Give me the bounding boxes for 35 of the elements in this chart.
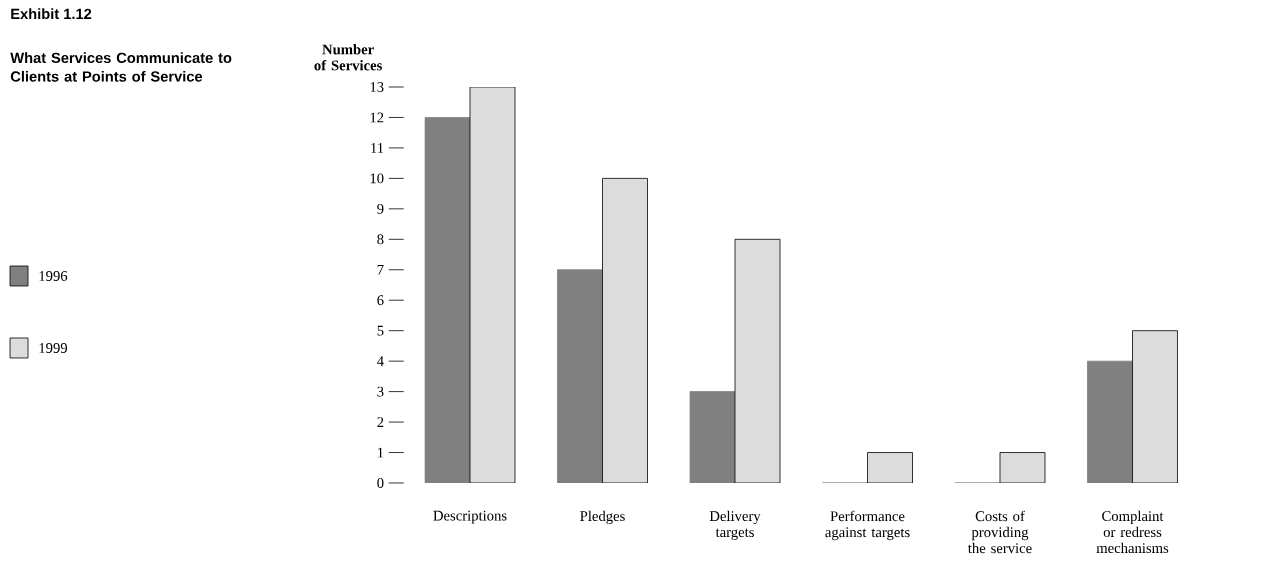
x-tick-label: Delivery targets: [709, 510, 761, 541]
text: Exhibit 1.12: [11, 8, 92, 20]
y-tick-label: 5: [377, 325, 384, 336]
y-tick-label: 8: [377, 234, 384, 245]
text: What Services Communicate to Clients at Points of Service: [10, 52, 232, 82]
x-tick-label: Complaint or redress mechanisms: [1096, 510, 1169, 554]
y-axis-title: Number of Services: [314, 44, 382, 71]
y-tick-label: 12: [370, 112, 384, 123]
y-tick-label: 10: [370, 173, 384, 184]
bar: [867, 452, 913, 483]
bar: [1132, 330, 1178, 483]
y-tick-label: 9: [377, 203, 384, 214]
legend-label: 1999: [39, 343, 68, 353]
bar: [424, 117, 471, 483]
bar: [557, 269, 603, 483]
y-tick-label: 7: [377, 264, 384, 275]
y-tick-label: 1: [378, 447, 384, 458]
y-tick-label: 4: [377, 356, 384, 366]
y-tick-label: 11: [371, 143, 384, 153]
bar: [1087, 360, 1133, 483]
x-tick-label: Pledges: [580, 510, 625, 525]
x-tick-label: Descriptions: [433, 510, 507, 524]
bar: [469, 86, 516, 483]
y-tick-label: 0: [377, 478, 384, 488]
bar: [689, 391, 736, 483]
y-tick-label: 6: [377, 295, 384, 306]
bar: [734, 238, 781, 483]
x-tick-label: Costs of providing the service: [967, 510, 1032, 554]
bar: [602, 177, 648, 483]
y-tick-label: 13: [370, 82, 384, 92]
y-tick-label: 2: [377, 417, 384, 427]
bar: [999, 452, 1046, 483]
y-tick-label: 3: [377, 386, 384, 397]
x-tick-label: Performance against targets: [825, 510, 910, 541]
legend-label: 1996: [39, 271, 68, 281]
